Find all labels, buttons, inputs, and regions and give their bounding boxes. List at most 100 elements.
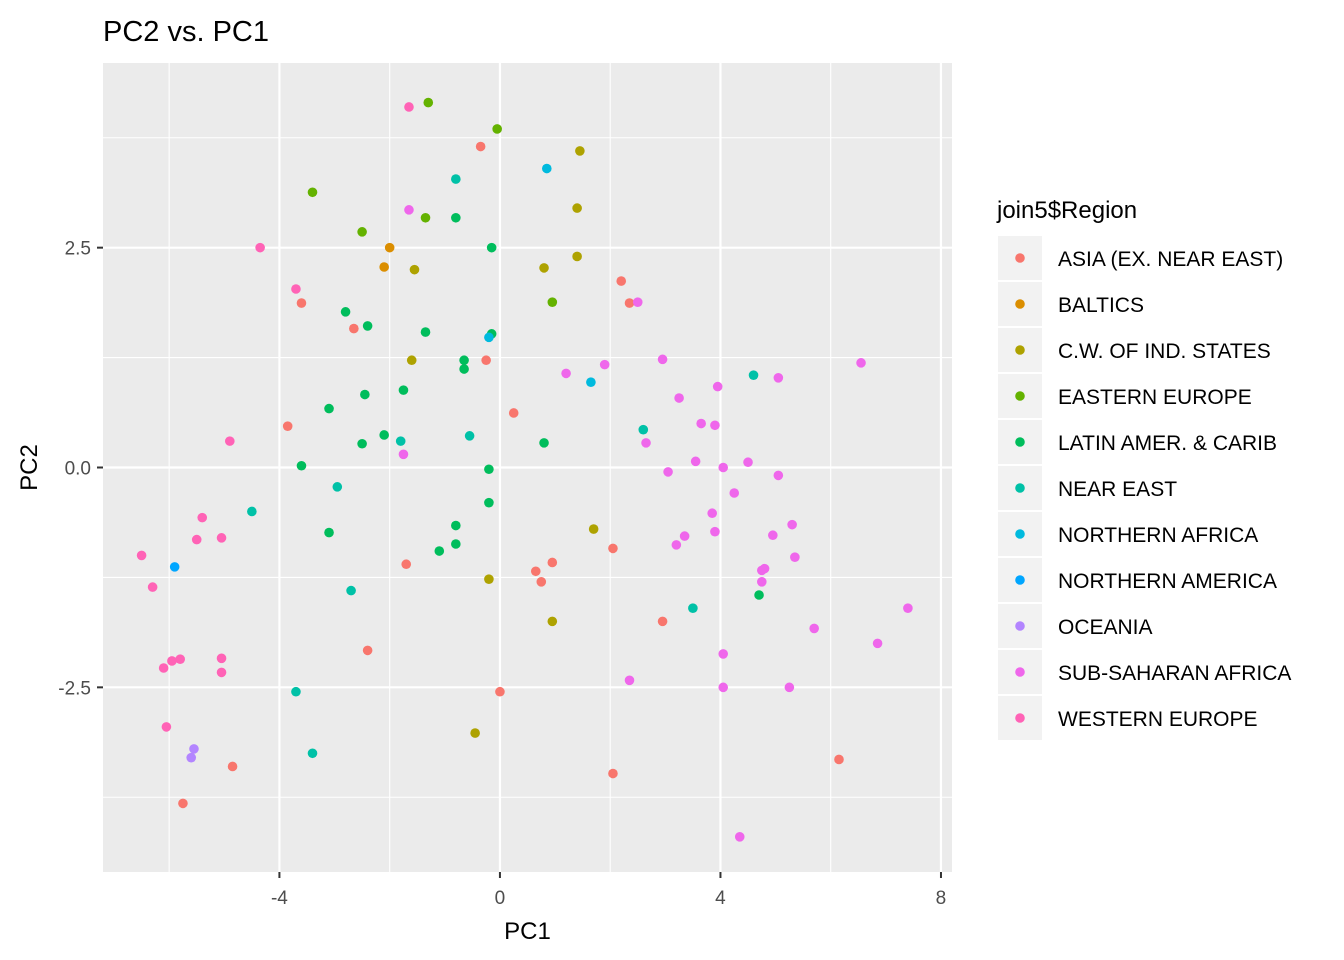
data-point: [324, 527, 334, 538]
legend-label: EASTERN EUROPE: [1058, 386, 1252, 409]
data-point: [324, 403, 334, 414]
data-point: [216, 667, 227, 678]
legend-key-point: [1015, 391, 1025, 401]
legend-key-point: [1015, 713, 1025, 723]
legend-key-point: [1015, 483, 1025, 493]
data-point: [718, 462, 729, 473]
legend-label: NORTHERN AFRICA: [1058, 524, 1258, 547]
data-point: [191, 534, 202, 545]
data-point: [484, 464, 494, 475]
data-point: [409, 264, 420, 275]
data-point: [459, 364, 469, 374]
data-point: [362, 321, 373, 331]
data-point: [420, 327, 431, 337]
data-point: [147, 582, 158, 592]
data-point: [178, 798, 188, 809]
data-point: [349, 323, 359, 334]
legend-label: NORTHERN AMERICA: [1058, 570, 1277, 593]
data-point: [484, 497, 494, 508]
data-point: [346, 585, 356, 596]
data-point: [296, 298, 307, 308]
x-axis-title: PC1: [504, 918, 551, 945]
data-point: [175, 654, 185, 664]
data-point: [671, 540, 682, 550]
data-point: [754, 590, 764, 600]
data-point: [167, 656, 177, 666]
legend-label: OCEANIA: [1058, 616, 1153, 639]
data-point: [710, 526, 720, 537]
x-axis: -4 0 4 8: [271, 872, 946, 909]
data-point: [707, 508, 717, 519]
data-point: [404, 102, 414, 112]
data-point: [710, 420, 720, 431]
data-point: [663, 467, 673, 477]
data-point: [464, 431, 475, 441]
data-point: [561, 368, 571, 379]
data-point: [197, 512, 208, 523]
data-point: [773, 470, 784, 481]
data-point: [291, 686, 301, 697]
data-point: [451, 520, 461, 531]
data-point: [674, 393, 684, 403]
data-point: [384, 242, 395, 253]
data-point: [340, 307, 351, 317]
data-point: [360, 389, 370, 400]
data-point: [459, 355, 469, 366]
data-point: [486, 242, 497, 253]
data-point: [718, 649, 729, 659]
data-point: [307, 748, 318, 759]
data-point: [136, 550, 147, 561]
data-point: [624, 675, 635, 686]
data-point: [169, 562, 180, 572]
legend-key-point: [1015, 529, 1025, 539]
data-point: [608, 768, 618, 779]
legend-key-point: [1015, 437, 1025, 447]
x-tick-label: 0: [495, 888, 506, 909]
data-point: [216, 533, 227, 543]
data-point: [332, 482, 343, 492]
data-point: [773, 373, 784, 383]
data-point: [404, 205, 414, 215]
chart-title: PC2 vs. PC1: [103, 16, 269, 48]
data-point: [539, 438, 549, 448]
data-point: [624, 298, 635, 308]
data-point: [395, 436, 406, 446]
data-point: [451, 539, 461, 549]
data-point: [362, 645, 373, 656]
data-point: [575, 146, 585, 156]
data-point: [547, 616, 558, 627]
legend-key-point: [1015, 299, 1025, 309]
data-point: [688, 603, 698, 613]
data-point: [434, 546, 445, 556]
data-point: [158, 663, 169, 673]
data-point: [787, 519, 797, 530]
x-tick-label: -4: [271, 888, 288, 909]
data-point: [903, 603, 913, 613]
data-point: [768, 530, 778, 541]
data-point: [757, 577, 767, 587]
data-point: [484, 574, 494, 584]
data-point: [641, 438, 651, 448]
data-point: [495, 686, 505, 697]
data-point: [451, 174, 461, 184]
y-tick-label: -2.5: [58, 678, 91, 699]
data-point: [539, 263, 549, 273]
data-point: [608, 543, 618, 554]
legend-label: LATIN AMER. & CARIB: [1058, 432, 1277, 455]
data-point: [690, 456, 701, 467]
data-point: [632, 297, 643, 307]
data-point: [161, 722, 172, 732]
data-point: [712, 381, 723, 392]
data-point: [530, 566, 541, 577]
data-point: [696, 418, 706, 429]
legend-label: ASIA (EX. NEAR EAST): [1058, 248, 1283, 271]
data-point: [492, 124, 502, 134]
data-point: [420, 212, 431, 223]
data-point: [547, 297, 558, 307]
data-point: [508, 408, 519, 418]
data-point: [784, 682, 795, 693]
data-point: [872, 638, 883, 649]
y-axis: -2.5 0.0 2.5: [58, 239, 103, 699]
